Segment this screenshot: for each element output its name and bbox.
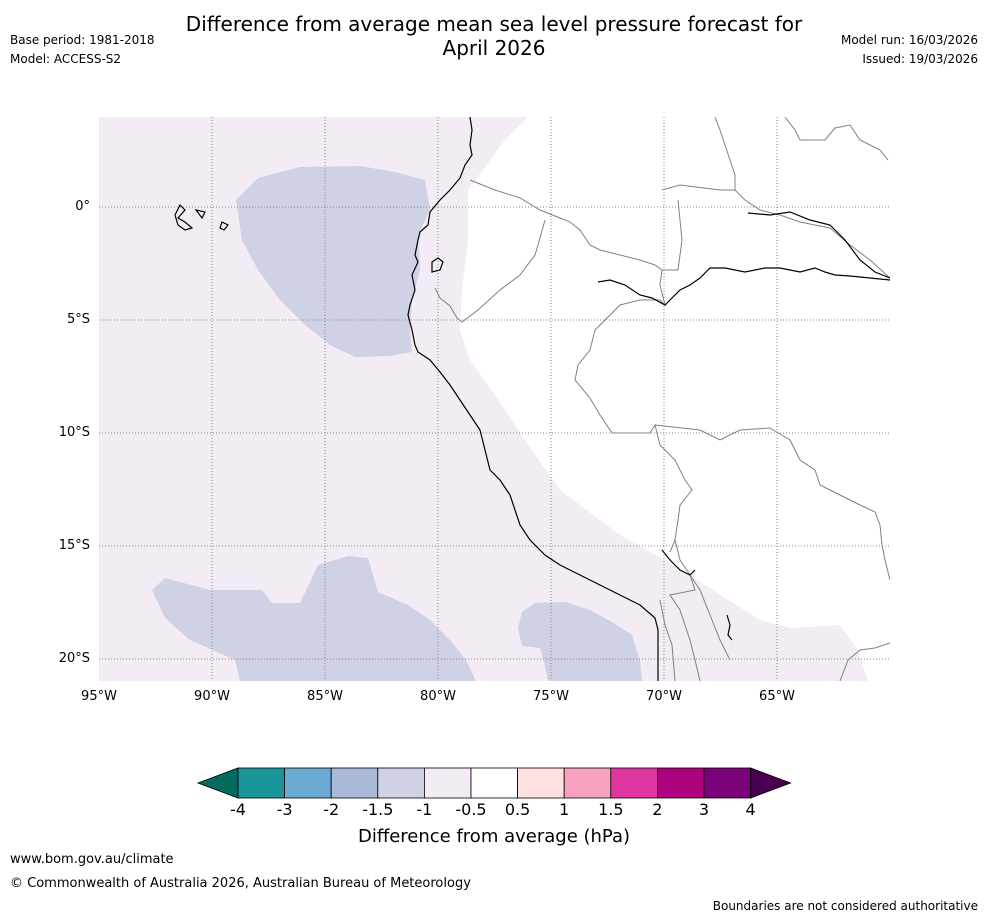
colorbar-swatch bbox=[470, 767, 518, 799]
colorbar-tick-label: -2 bbox=[323, 800, 340, 819]
lon-label-70w: 70°W bbox=[646, 689, 682, 704]
model-run: Model run: 16/03/2026 bbox=[840, 33, 978, 47]
chart-title: Difference from average mean sea level p… bbox=[0, 12, 988, 60]
footer-url: www.bom.gov.au/climate bbox=[10, 852, 174, 867]
colorbar-under-arrow bbox=[196, 767, 239, 799]
colorbar-tick-label: 2 bbox=[652, 800, 663, 819]
coastline bbox=[174, 144, 890, 681]
lon-label-65w: 65°W bbox=[759, 689, 795, 704]
colorbar-swatch bbox=[517, 767, 565, 799]
lat-label-15s: 15°S bbox=[58, 538, 90, 553]
colorbar-label: Difference from average (hPa) bbox=[357, 826, 631, 847]
map-area bbox=[99, 117, 890, 681]
title-line-1: Difference from average mean sea level p… bbox=[185, 12, 803, 36]
colorbar-tick-label: -1.5 bbox=[362, 800, 394, 819]
colorbar-tick-label: -1 bbox=[416, 800, 433, 819]
meta-left: Base period: 1981-2018 Model: ACCESS-S2 bbox=[10, 31, 155, 69]
colorbar-over-arrow bbox=[750, 767, 792, 799]
graticule bbox=[99, 117, 890, 681]
lon-label-75w: 75°W bbox=[533, 689, 569, 704]
lon-label-95w: 95°W bbox=[81, 689, 117, 704]
near-average-region bbox=[460, 117, 890, 681]
footer-disclaimer: Boundaries are not considered authoritat… bbox=[712, 899, 978, 913]
colorbar-tick-label: -0.5 bbox=[455, 800, 487, 819]
negative-anomaly-south bbox=[152, 556, 476, 681]
colorbar-swatch bbox=[237, 767, 285, 799]
colorbar-swatch bbox=[703, 767, 751, 799]
issued-date: Issued: 19/03/2026 bbox=[862, 52, 978, 66]
meta-right: Model run: 16/03/2026 Issued: 19/03/2026 bbox=[841, 31, 978, 69]
colorbar-tick-label: 3 bbox=[698, 800, 710, 819]
colorbar-tick-label: 0.5 bbox=[504, 800, 531, 819]
title-line-2: April 2026 bbox=[442, 36, 546, 60]
lon-label-85w: 85°W bbox=[307, 689, 343, 704]
colorbar-ticks: -4 -3 -2 -1.5 -1 -0.5 0.5 1 1.5 2 3 4 bbox=[0, 800, 988, 822]
colorbar-swatch bbox=[284, 767, 332, 799]
colorbar-tick-label: 1.5 bbox=[598, 800, 624, 819]
footer-copyright: © Commonwealth of Australia 2026, Austra… bbox=[10, 876, 471, 891]
model-name: Model: ACCESS-S2 bbox=[10, 52, 122, 66]
lat-label-5s: 5°S bbox=[66, 312, 90, 327]
lat-label-20s: 20°S bbox=[58, 651, 90, 666]
negative-anomaly-north bbox=[236, 166, 430, 357]
colorbar-tick-label: 4 bbox=[745, 800, 756, 819]
lon-label-80w: 80°W bbox=[420, 689, 456, 704]
base-period: Base period: 1981-2018 bbox=[10, 33, 155, 47]
coast-top bbox=[469, 117, 473, 146]
colorbar-tick-label: -4 bbox=[230, 800, 246, 819]
negative-anomaly-coast bbox=[518, 602, 642, 681]
colorbar-swatch bbox=[377, 767, 425, 799]
colorbar-swatch bbox=[423, 767, 472, 799]
country-borders bbox=[434, 117, 890, 681]
colorbar-tick-label: -3 bbox=[276, 800, 293, 819]
colorbar-swatch bbox=[610, 767, 658, 799]
lat-label-0: 0° bbox=[75, 199, 90, 214]
colorbar-swatch bbox=[330, 767, 379, 799]
colorbar bbox=[196, 767, 792, 799]
colorbar-swatch bbox=[563, 767, 612, 799]
colorbar-tick-label: 1 bbox=[559, 800, 570, 819]
lon-label-90w: 90°W bbox=[194, 689, 230, 704]
colorbar-swatch bbox=[656, 767, 705, 799]
lat-label-10s: 10°S bbox=[58, 425, 90, 440]
